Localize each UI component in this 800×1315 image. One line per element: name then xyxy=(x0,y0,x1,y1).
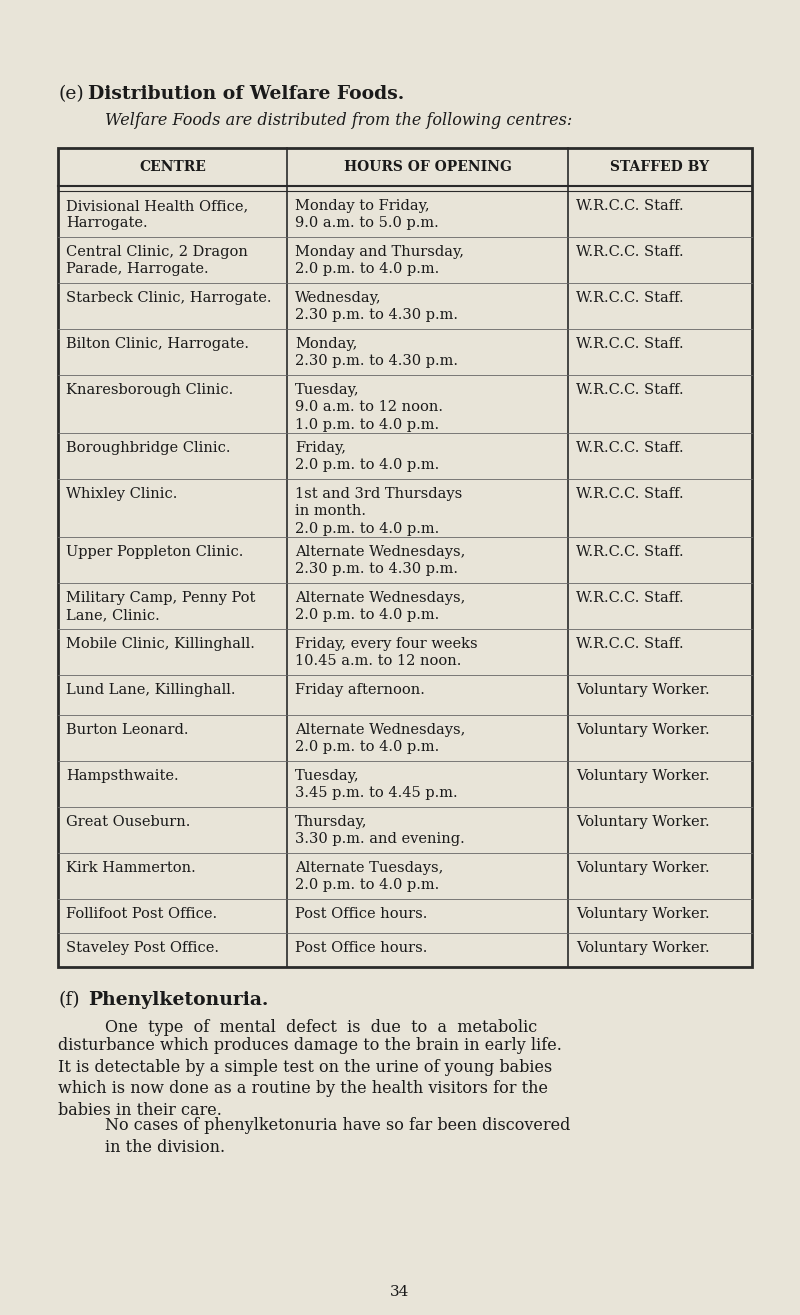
Text: W.R.C.C. Staff.: W.R.C.C. Staff. xyxy=(576,636,684,651)
Text: Voluntary Worker.: Voluntary Worker. xyxy=(576,769,710,782)
Text: Friday,
2.0 p.m. to 4.0 p.m.: Friday, 2.0 p.m. to 4.0 p.m. xyxy=(295,441,439,472)
Text: Hampsthwaite.: Hampsthwaite. xyxy=(66,769,178,782)
Text: Post Office hours.: Post Office hours. xyxy=(295,907,427,920)
Text: Great Ouseburn.: Great Ouseburn. xyxy=(66,815,190,828)
Text: HOURS OF OPENING: HOURS OF OPENING xyxy=(343,160,511,174)
Text: Alternate Wednesdays,
2.0 p.m. to 4.0 p.m.: Alternate Wednesdays, 2.0 p.m. to 4.0 p.… xyxy=(295,590,466,622)
Text: Boroughbridge Clinic.: Boroughbridge Clinic. xyxy=(66,441,230,455)
Text: W.R.C.C. Staff.: W.R.C.C. Staff. xyxy=(576,544,684,559)
Text: Upper Poppleton Clinic.: Upper Poppleton Clinic. xyxy=(66,544,243,559)
Text: Tuesday,
9.0 a.m. to 12 noon.
1.0 p.m. to 4.0 p.m.: Tuesday, 9.0 a.m. to 12 noon. 1.0 p.m. t… xyxy=(295,383,443,431)
Text: W.R.C.C. Staff.: W.R.C.C. Staff. xyxy=(576,245,684,259)
Text: Lund Lane, Killinghall.: Lund Lane, Killinghall. xyxy=(66,682,235,697)
Text: Starbeck Clinic, Harrogate.: Starbeck Clinic, Harrogate. xyxy=(66,291,271,305)
Text: Distribution of Welfare Foods.: Distribution of Welfare Foods. xyxy=(88,85,404,103)
Text: Post Office hours.: Post Office hours. xyxy=(295,942,427,955)
Text: W.R.C.C. Staff.: W.R.C.C. Staff. xyxy=(576,487,684,501)
Text: Monday to Friday,
9.0 a.m. to 5.0 p.m.: Monday to Friday, 9.0 a.m. to 5.0 p.m. xyxy=(295,199,438,230)
Text: (e): (e) xyxy=(58,85,84,103)
Text: Voluntary Worker.: Voluntary Worker. xyxy=(576,942,710,955)
Text: Kirk Hammerton.: Kirk Hammerton. xyxy=(66,861,196,874)
Text: Tuesday,
3.45 p.m. to 4.45 p.m.: Tuesday, 3.45 p.m. to 4.45 p.m. xyxy=(295,769,458,801)
Text: Voluntary Worker.: Voluntary Worker. xyxy=(576,723,710,736)
Text: Military Camp, Penny Pot
Lane, Clinic.: Military Camp, Penny Pot Lane, Clinic. xyxy=(66,590,255,622)
Bar xyxy=(58,149,752,967)
Text: Alternate Wednesdays,
2.0 p.m. to 4.0 p.m.: Alternate Wednesdays, 2.0 p.m. to 4.0 p.… xyxy=(295,723,466,755)
Text: Voluntary Worker.: Voluntary Worker. xyxy=(576,682,710,697)
Text: Whixley Clinic.: Whixley Clinic. xyxy=(66,487,178,501)
Text: Alternate Wednesdays,
2.30 p.m. to 4.30 p.m.: Alternate Wednesdays, 2.30 p.m. to 4.30 … xyxy=(295,544,466,576)
Text: W.R.C.C. Staff.: W.R.C.C. Staff. xyxy=(576,383,684,397)
Text: disturbance which produces damage to the brain in early life.
It is detectable b: disturbance which produces damage to the… xyxy=(58,1038,562,1119)
Text: W.R.C.C. Staff.: W.R.C.C. Staff. xyxy=(576,291,684,305)
Text: 34: 34 xyxy=(390,1285,410,1299)
Text: (f): (f) xyxy=(58,992,80,1009)
Text: Welfare Foods are distributed from the following centres:: Welfare Foods are distributed from the f… xyxy=(105,112,572,129)
Text: Mobile Clinic, Killinghall.: Mobile Clinic, Killinghall. xyxy=(66,636,255,651)
Text: CENTRE: CENTRE xyxy=(139,160,206,174)
Text: 1st and 3rd Thursdays
in month.
2.0 p.m. to 4.0 p.m.: 1st and 3rd Thursdays in month. 2.0 p.m.… xyxy=(295,487,462,535)
Text: Alternate Tuesdays,
2.0 p.m. to 4.0 p.m.: Alternate Tuesdays, 2.0 p.m. to 4.0 p.m. xyxy=(295,861,443,893)
Text: Bilton Clinic, Harrogate.: Bilton Clinic, Harrogate. xyxy=(66,337,249,351)
Text: Follifoot Post Office.: Follifoot Post Office. xyxy=(66,907,217,920)
Text: Monday,
2.30 p.m. to 4.30 p.m.: Monday, 2.30 p.m. to 4.30 p.m. xyxy=(295,337,458,368)
Text: Voluntary Worker.: Voluntary Worker. xyxy=(576,815,710,828)
Text: No cases of phenylketonuria have so far been discovered
in the division.: No cases of phenylketonuria have so far … xyxy=(105,1116,570,1156)
Text: Friday afternoon.: Friday afternoon. xyxy=(295,682,425,697)
Text: Burton Leonard.: Burton Leonard. xyxy=(66,723,189,736)
Text: STAFFED BY: STAFFED BY xyxy=(610,160,710,174)
Text: One  type  of  mental  defect  is  due  to  a  metabolic: One type of mental defect is due to a me… xyxy=(105,1019,538,1036)
Text: Central Clinic, 2 Dragon
Parade, Harrogate.: Central Clinic, 2 Dragon Parade, Harroga… xyxy=(66,245,248,276)
Text: Thursday,
3.30 p.m. and evening.: Thursday, 3.30 p.m. and evening. xyxy=(295,815,465,847)
Text: Staveley Post Office.: Staveley Post Office. xyxy=(66,942,219,955)
Text: Monday and Thursday,
2.0 p.m. to 4.0 p.m.: Monday and Thursday, 2.0 p.m. to 4.0 p.m… xyxy=(295,245,464,276)
Text: W.R.C.C. Staff.: W.R.C.C. Staff. xyxy=(576,441,684,455)
Text: Friday, every four weeks
10.45 a.m. to 12 noon.: Friday, every four weeks 10.45 a.m. to 1… xyxy=(295,636,478,668)
Text: W.R.C.C. Staff.: W.R.C.C. Staff. xyxy=(576,199,684,213)
Text: Voluntary Worker.: Voluntary Worker. xyxy=(576,907,710,920)
Text: Phenylketonuria.: Phenylketonuria. xyxy=(88,992,268,1009)
Text: W.R.C.C. Staff.: W.R.C.C. Staff. xyxy=(576,590,684,605)
Text: Divisional Health Office,
Harrogate.: Divisional Health Office, Harrogate. xyxy=(66,199,248,230)
Text: Wednesday,
2.30 p.m. to 4.30 p.m.: Wednesday, 2.30 p.m. to 4.30 p.m. xyxy=(295,291,458,322)
Text: Voluntary Worker.: Voluntary Worker. xyxy=(576,861,710,874)
Text: W.R.C.C. Staff.: W.R.C.C. Staff. xyxy=(576,337,684,351)
Text: Knaresborough Clinic.: Knaresborough Clinic. xyxy=(66,383,234,397)
